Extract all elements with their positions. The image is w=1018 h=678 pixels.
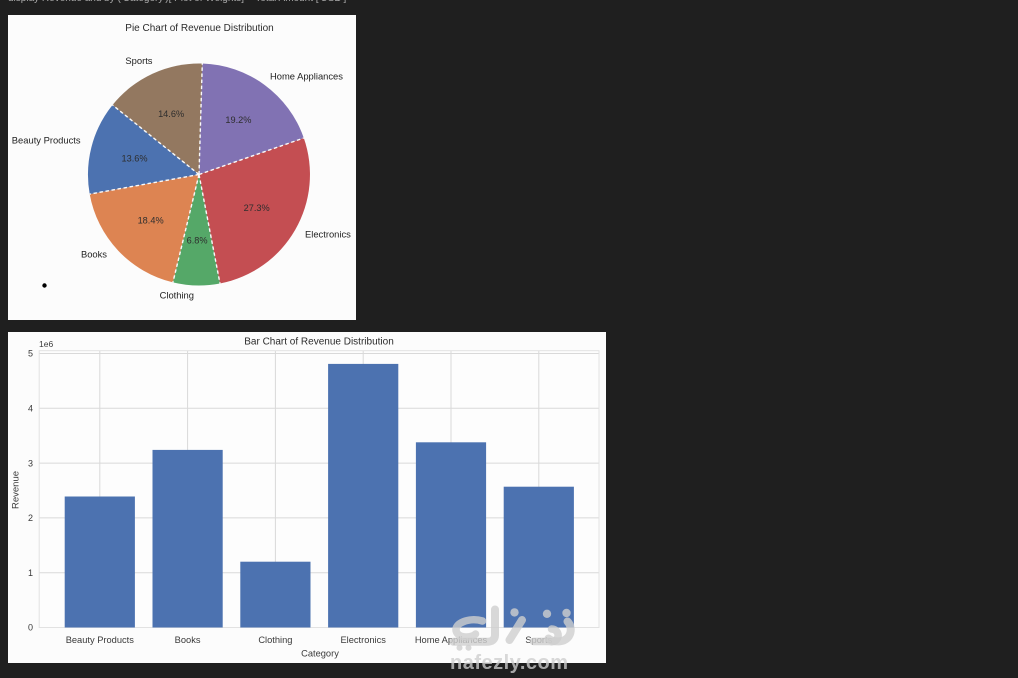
svg-text:3: 3 [28, 458, 33, 468]
svg-text:Revenue: Revenue [11, 471, 22, 509]
svg-text:13.6%: 13.6% [121, 153, 147, 163]
svg-text:18.4%: 18.4% [138, 216, 164, 226]
svg-text:Category: Category [301, 649, 339, 659]
svg-text:Sports: Sports [125, 55, 152, 66]
svg-text:Home Appliances: Home Appliances [415, 635, 488, 645]
svg-text:Books: Books [175, 635, 201, 645]
svg-text:5: 5 [28, 349, 33, 359]
svg-text:Electronics: Electronics [305, 229, 351, 240]
svg-text:14.6%: 14.6% [158, 109, 184, 119]
svg-text:Beauty Products: Beauty Products [12, 135, 81, 146]
svg-text:Books: Books [81, 249, 107, 260]
svg-text:6.8%: 6.8% [187, 236, 208, 246]
svg-text:4: 4 [28, 404, 33, 414]
svg-text:Pie Chart of Revenue Distribut: Pie Chart of Revenue Distribution [125, 23, 273, 34]
svg-text:27.3%: 27.3% [244, 203, 270, 213]
svg-text:1e6: 1e6 [39, 339, 53, 349]
svg-text:0: 0 [28, 623, 33, 633]
svg-text:Bar Chart of Revenue Distribut: Bar Chart of Revenue Distribution [244, 337, 394, 348]
svg-text:Home Appliances: Home Appliances [270, 71, 343, 82]
svg-text:19.2%: 19.2% [225, 115, 251, 125]
svg-text:2: 2 [28, 513, 33, 523]
svg-text:1: 1 [28, 568, 33, 578]
svg-text:Beauty Products: Beauty Products [66, 635, 135, 645]
svg-text:Electronics: Electronics [340, 635, 386, 645]
svg-text:Clothing: Clothing [258, 635, 292, 645]
svg-text:Clothing: Clothing [160, 290, 194, 301]
svg-text:Sports: Sports [525, 635, 552, 645]
